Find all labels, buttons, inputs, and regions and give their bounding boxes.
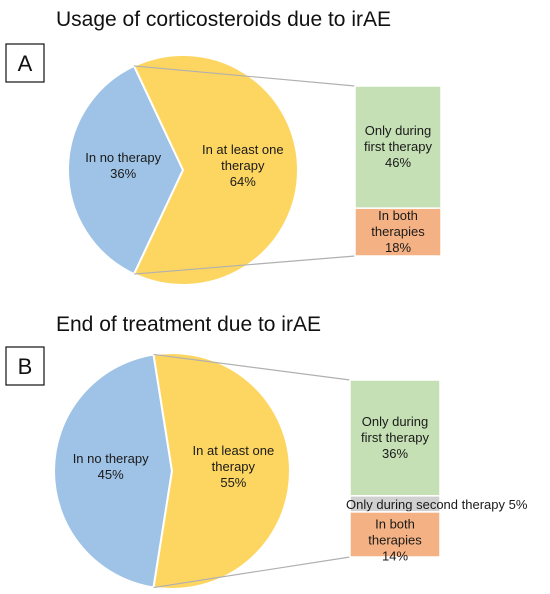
connector-line [153,353,351,381]
panel-b-title: End of treatment due to irAE [56,313,321,336]
breakdown-segment [354,207,442,257]
panel-b-connectors [153,353,351,589]
breakdown-segment-label: Only during first therapy 36% [361,414,429,461]
panel-b-letter-box [5,346,45,386]
panel-a-connectors [133,65,356,275]
panel-b-breakdown-bar: Only during first therapy 36% Only during s… [346,379,528,563]
pie-slice-label: In at least one therapy 64% [202,142,284,189]
breakdown-segment-label: Only during first therapy 46% [364,123,432,170]
breakdown-segment-label: Only during second therapy 5% [346,497,528,512]
breakdown-segment-label: In both therapies 14% [368,516,422,563]
panel-a-letter: A [18,51,33,76]
pie-slice [132,54,299,286]
pie-slice-label: In no therapy 45% [73,451,149,482]
connector-line [133,255,356,275]
pie-slice [152,352,292,590]
pie-slice [53,353,174,589]
connector-line [153,556,351,589]
breakdown-segment [349,511,441,558]
pie-slice-label: In no therapy 36% [85,150,161,181]
panel-a-title: Usage of corticosteroids due to irAE [56,8,391,31]
panel-b: End of treatment due to irAE B In no the… [5,313,528,590]
pie-slice [67,64,185,276]
panel-a-letter-box [5,43,45,83]
panel-b-letter: B [18,354,33,379]
panel-a-breakdown-bar: Only during first therapy 46% In both therap… [354,85,442,257]
connector-line [133,65,356,87]
breakdown-segment [354,85,442,209]
breakdown-segment [349,379,441,497]
panel-b-pie: In no therapy 45% In at least one therapy 55… [53,352,292,590]
panel-a: Usage of corticosteroids due to irAE A I… [5,8,442,286]
pie-slice-label: In at least one therapy 55% [193,443,275,490]
breakdown-segment-label: In both therapies 18% [371,208,425,255]
panel-a-pie: In no therapy 36% In at least one therapy 64… [67,54,299,286]
